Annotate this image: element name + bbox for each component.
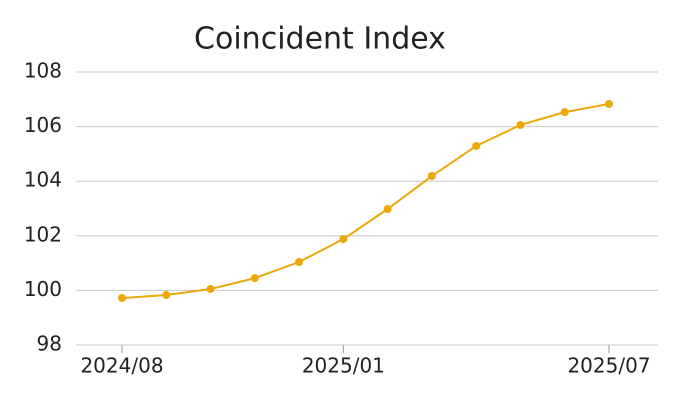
- y-tick-label: 104: [24, 168, 62, 192]
- data-point: [472, 141, 481, 150]
- y-tick-label: 100: [24, 277, 62, 301]
- x-tick-label: 2025/07: [567, 354, 650, 378]
- data-point: [516, 120, 525, 129]
- data-point: [118, 294, 126, 303]
- data-point: [427, 172, 436, 181]
- y-tick-label: 102: [24, 222, 62, 246]
- data-point: [560, 108, 569, 117]
- chart-title: Coincident Index: [194, 22, 446, 57]
- data-point: [605, 99, 613, 108]
- data-point: [250, 274, 259, 283]
- y-tick-label: 106: [24, 113, 62, 137]
- series-line: [121, 102, 610, 300]
- y-tick-label: 98: [37, 332, 62, 356]
- x-tick-label: 2024/08: [80, 354, 163, 378]
- data-point: [162, 291, 171, 300]
- data-point: [383, 205, 392, 214]
- data-point: [206, 285, 215, 294]
- data-point: [295, 258, 304, 267]
- x-tick-label: 2025/01: [302, 354, 385, 378]
- y-tick-label: 108: [24, 59, 62, 83]
- data-point: [339, 235, 348, 244]
